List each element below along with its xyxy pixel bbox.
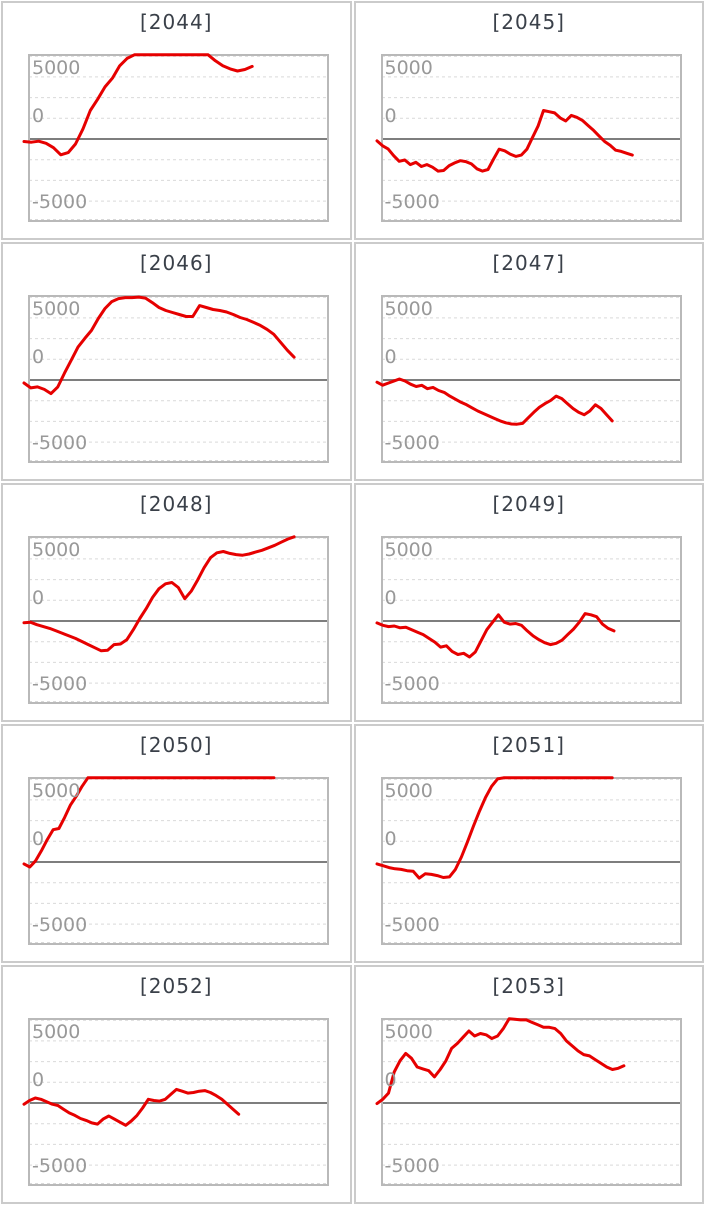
chart-title: [2044]	[139, 10, 213, 34]
slump-graph	[375, 295, 682, 463]
y-axis-tick-label: 0	[32, 105, 45, 127]
slump-graph	[375, 776, 682, 945]
chart-title: [2050]	[139, 733, 213, 757]
y-axis-tick-label: 0	[32, 346, 45, 368]
chart-panel: [2049] 5000 0 -5000	[353, 483, 704, 722]
y-axis-tick-label: 5000	[384, 780, 433, 802]
y-axis-tick-label: 0	[32, 587, 45, 609]
plot-border	[380, 295, 682, 463]
slump-graph	[22, 1018, 329, 1186]
plot-border	[28, 295, 329, 463]
series-line	[22, 1087, 241, 1127]
y-axis-tick-label: 5000	[384, 1021, 433, 1043]
chart-title: [2048]	[139, 492, 213, 516]
plot-border	[28, 536, 329, 704]
y-axis-tick-label: 5000	[32, 539, 81, 561]
chart-panel: [2050] 5000 0 -5000	[1, 724, 352, 963]
slump-graph	[22, 776, 329, 945]
chart-panel: [2047] 5000 0 -5000	[353, 242, 704, 481]
chart-title: [2045]	[492, 10, 565, 34]
chart-title: [2053]	[492, 974, 565, 998]
chart-panel: [2053] 5000 0 -5000	[353, 965, 704, 1204]
y-axis-tick-label: 0	[384, 346, 397, 368]
series-line	[22, 53, 254, 157]
y-axis-tick-label: 0	[384, 828, 397, 850]
y-axis-tick-label: -5000	[384, 191, 440, 213]
plot-border	[380, 1018, 682, 1186]
y-axis-tick-label: -5000	[384, 673, 440, 695]
slump-graph	[375, 1017, 682, 1186]
series-line	[22, 776, 276, 869]
chart-panel: [2052] 5000 0 -5000	[1, 965, 352, 1204]
series-line	[375, 1017, 625, 1106]
y-axis-tick-label: 0	[32, 828, 45, 850]
series-line	[375, 377, 614, 426]
slump-graph	[22, 53, 329, 222]
chart-title: [2046]	[139, 251, 213, 275]
y-axis-tick-label: 5000	[32, 57, 81, 79]
y-axis-tick-label: 5000	[32, 298, 81, 320]
y-axis-tick-label: 0	[32, 1069, 45, 1091]
chart-title: [2049]	[492, 492, 565, 516]
chart-panel: [2048] 5000 0 -5000	[1, 483, 352, 722]
y-axis-tick-label: -5000	[32, 673, 88, 695]
chart-panel: [2044] 5000 0 -5000	[1, 1, 352, 240]
plot-area: 5000 0 -5000	[375, 54, 682, 222]
chart-title: [2047]	[492, 251, 565, 275]
y-axis-tick-label: 0	[384, 105, 397, 127]
y-axis-tick-label: -5000	[384, 914, 440, 936]
y-axis-tick-label: 0	[384, 1069, 397, 1091]
plot-area: 5000 0 -5000	[22, 535, 329, 704]
plot-area: 5000 0 -5000	[22, 295, 329, 463]
chart-panel: [2045] 5000 0 -5000	[353, 1, 704, 240]
slump-graph	[22, 295, 329, 463]
plot-area: 5000 0 -5000	[375, 1017, 682, 1186]
plot-area: 5000 0 -5000	[375, 536, 682, 704]
chart-panel: [2046] 5000 0 -5000	[1, 242, 352, 481]
plot-area: 5000 0 -5000	[22, 53, 329, 222]
y-axis-tick-label: 5000	[384, 57, 433, 79]
y-axis-tick-label: 5000	[32, 1021, 81, 1043]
plot-border	[380, 536, 682, 704]
plot-border	[380, 54, 682, 222]
series-line	[22, 295, 296, 396]
series-line	[375, 109, 634, 173]
y-axis-tick-label: -5000	[32, 914, 88, 936]
plot-area: 5000 0 -5000	[22, 1018, 329, 1186]
chart-panel: [2051] 5000 0 -5000	[353, 724, 704, 963]
series-line	[375, 612, 615, 659]
slump-graph	[375, 54, 682, 222]
plot-area: 5000 0 -5000	[375, 295, 682, 463]
slump-graph	[22, 535, 329, 704]
slump-graph	[375, 536, 682, 704]
plot-area: 5000 0 -5000	[375, 776, 682, 945]
y-axis-tick-label: -5000	[32, 432, 88, 454]
y-axis-tick-label: 0	[384, 587, 397, 609]
y-axis-tick-label: -5000	[384, 432, 440, 454]
y-axis-tick-label: -5000	[32, 1155, 88, 1177]
plot-area: 5000 0 -5000	[22, 776, 329, 945]
y-axis-tick-label: 5000	[32, 780, 81, 802]
chart-title: [2051]	[492, 733, 565, 757]
y-axis-tick-label: 5000	[384, 298, 433, 320]
y-axis-tick-label: 5000	[384, 539, 433, 561]
y-axis-tick-label: -5000	[32, 191, 88, 213]
chart-title: [2052]	[139, 974, 213, 998]
series-line	[22, 535, 296, 653]
series-line	[375, 776, 614, 880]
y-axis-tick-label: -5000	[384, 1155, 440, 1177]
